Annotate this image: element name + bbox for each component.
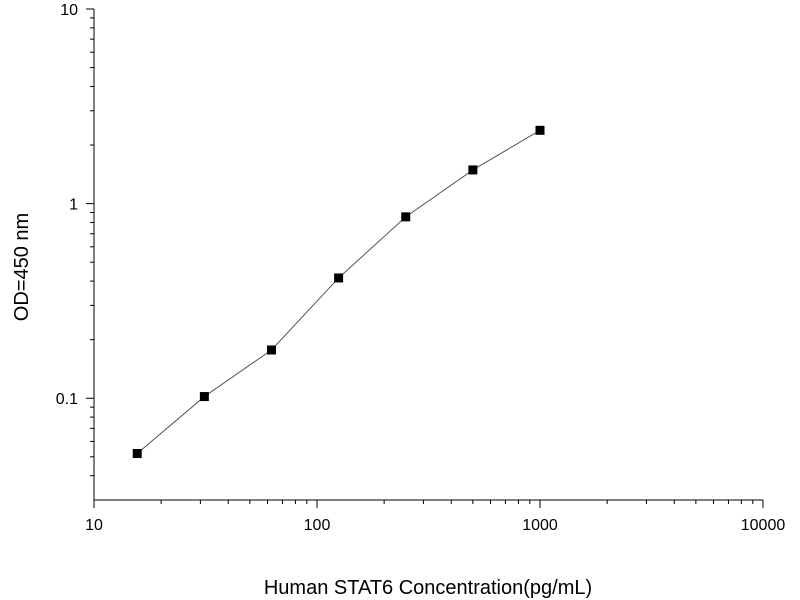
ticks [86, 8, 764, 508]
data-point [468, 165, 478, 175]
y-tick-label: 1 [69, 197, 78, 214]
tick-labels: 10 100 1000 10000 0.1 1 10 [56, 2, 786, 534]
x-tick-label: 10000 [741, 517, 786, 534]
x-tick-label: 1000 [522, 517, 558, 534]
axes [93, 9, 763, 501]
x-tick-label: 10 [85, 517, 103, 534]
data-point [401, 212, 411, 222]
y-tick-label: 0.1 [56, 391, 78, 408]
y-axis-title: OD=450 nm [11, 213, 33, 321]
y-tick-label: 10 [60, 2, 78, 19]
x-axis-title: Human STAT6 Concentration(pg/mL) [264, 577, 592, 599]
data-point [334, 273, 344, 283]
data-point [535, 125, 545, 135]
data-point [199, 392, 209, 402]
series-line [136, 129, 541, 454]
x-tick-label: 100 [304, 517, 331, 534]
series-layer [132, 125, 545, 459]
data-point [266, 345, 276, 355]
data-point [132, 449, 142, 459]
